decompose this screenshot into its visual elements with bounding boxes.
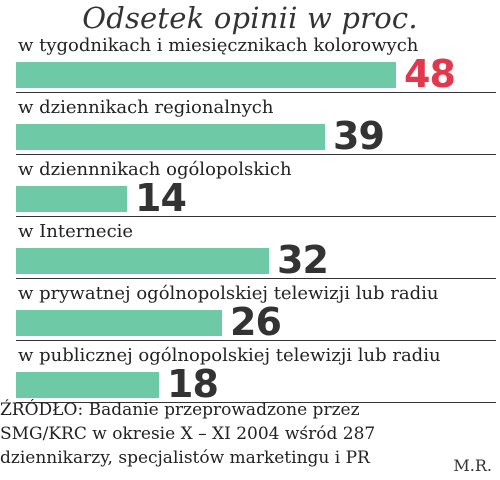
data-label: 48 xyxy=(404,52,456,96)
row-separator xyxy=(16,92,496,93)
bar xyxy=(16,310,222,336)
data-label: 14 xyxy=(135,176,187,220)
row-separator xyxy=(16,402,496,403)
author-signature: M.R. xyxy=(453,456,492,475)
row-separator xyxy=(16,154,496,155)
bar-row-0: w tygodnikach i miesięcznikach kolorowyc… xyxy=(10,32,496,96)
category-label: w tygodnikach i miesięcznikach kolorowyc… xyxy=(18,35,419,56)
bar xyxy=(16,372,159,398)
bar-row-3: w Internecie 32 xyxy=(10,218,496,282)
bar-chart: w tygodnikach i miesięcznikach kolorowyc… xyxy=(0,32,500,404)
source-line: dziennikarzy, specjalistów marketingu i … xyxy=(0,448,370,468)
bar xyxy=(16,248,269,274)
bar-row-2: w dziennnikach ogólopolskich 14 xyxy=(10,156,496,220)
row-separator xyxy=(16,216,496,217)
source-line: SMG/KRC w okresie X – XI 2004 wśród 287 xyxy=(0,424,376,444)
bar xyxy=(16,124,325,150)
bar-row-1: w dziennikach regionalnych 39 xyxy=(10,94,496,158)
row-separator xyxy=(16,278,496,279)
data-label: 32 xyxy=(277,238,329,282)
category-label: w publicznej ogólnopolskiej telewizji lu… xyxy=(18,345,441,366)
chart-title: Odsetek opinii w proc. xyxy=(82,1,418,35)
bar-row-5: w publicznej ogólnopolskiej telewizji lu… xyxy=(10,342,496,406)
bar xyxy=(16,186,127,212)
category-label: w dziennikach regionalnych xyxy=(18,97,274,118)
category-label: w dziennnikach ogólopolskich xyxy=(18,159,292,180)
row-separator xyxy=(16,340,496,341)
data-label: 39 xyxy=(333,114,385,158)
source-line: ŹRÓDŁO: Badanie przeprowadzone przez xyxy=(0,400,360,420)
source-note: ŹRÓDŁO: Badanie przeprowadzone przez SMG… xyxy=(0,398,450,470)
category-label: w Internecie xyxy=(18,221,134,242)
bar-row-4: w prywatnej ogólnopolskiej telewizji lub… xyxy=(10,280,496,344)
data-label: 26 xyxy=(230,300,282,344)
category-label: w prywatnej ogólnopolskiej telewizji lub… xyxy=(18,283,439,304)
bar xyxy=(16,62,396,88)
data-label: 18 xyxy=(167,362,219,406)
